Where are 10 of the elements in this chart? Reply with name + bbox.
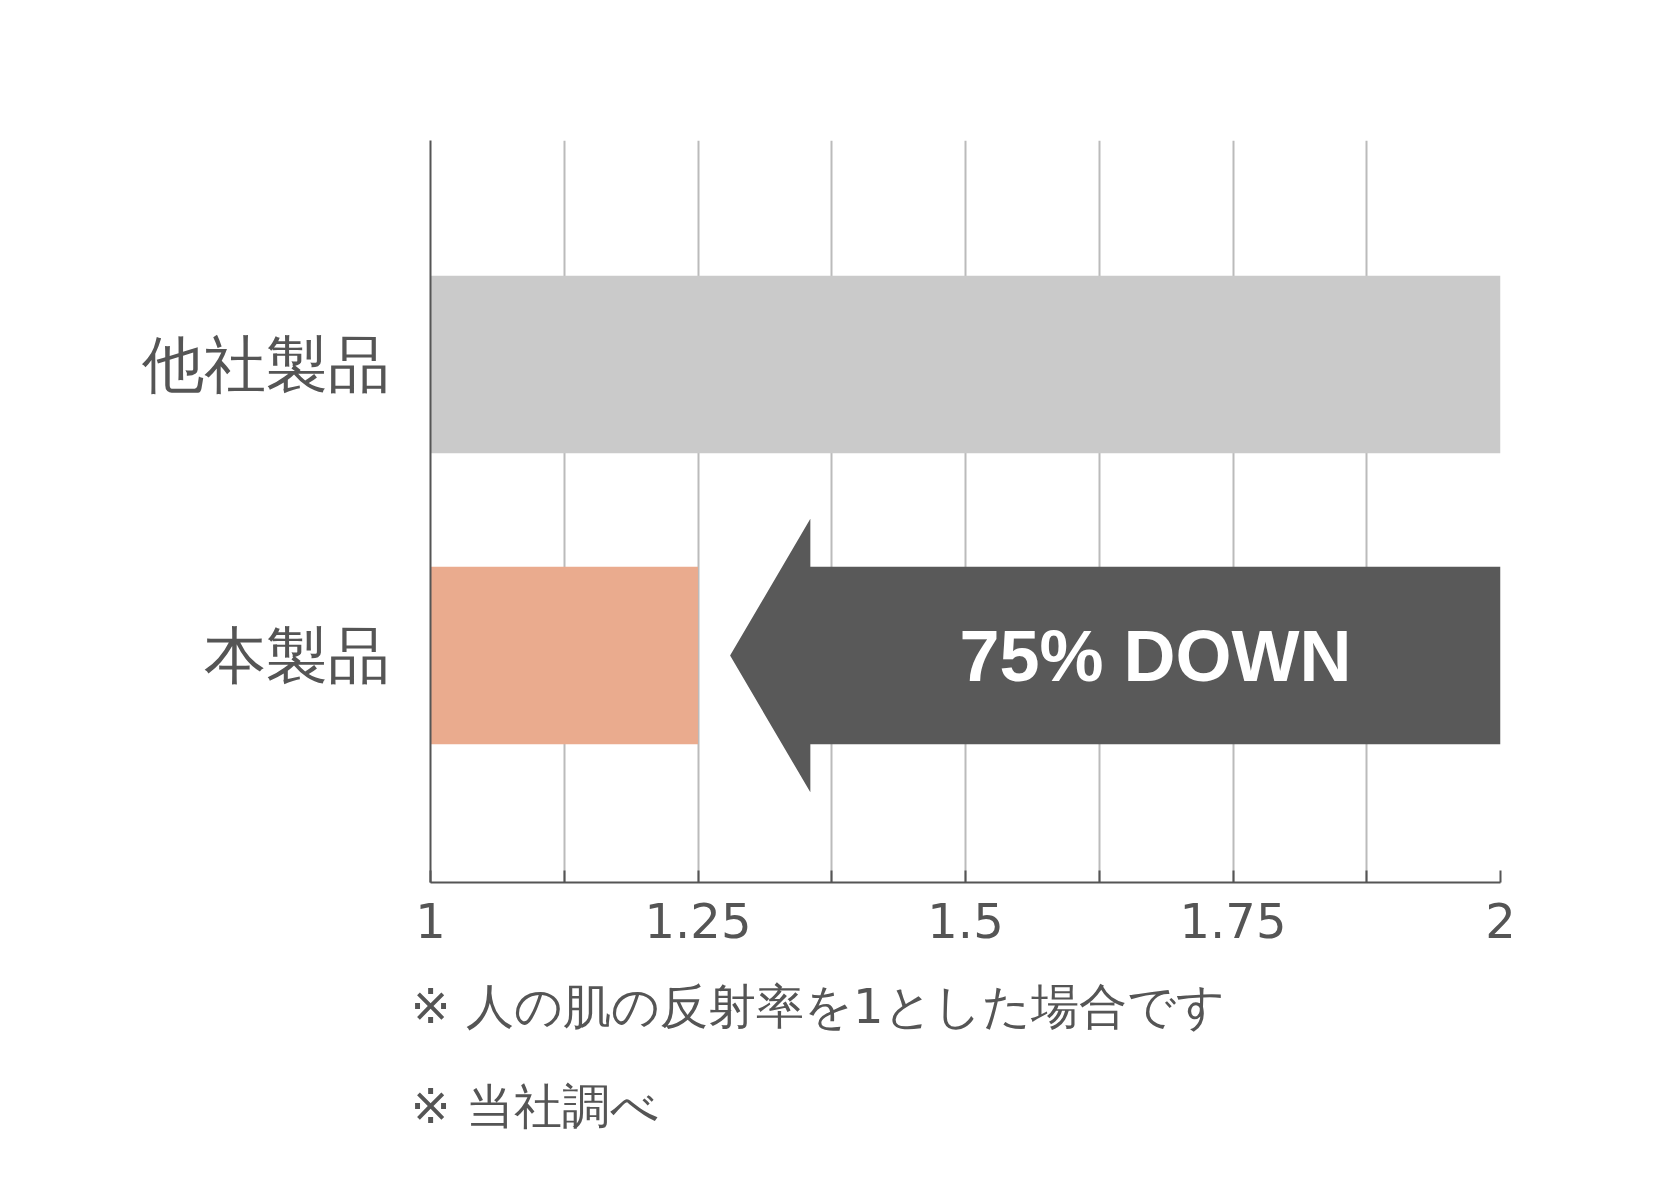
text: ※ 当社調べ (410, 1077, 659, 1134)
y-tick-label: 本製品 (203, 619, 390, 693)
annotation: 75% DOWN (959, 615, 1352, 696)
y-tick-label: 他社製品 (141, 328, 390, 402)
x-tick-label: 1.25 (644, 892, 752, 949)
x-tick-label: 1.5 (927, 892, 1004, 949)
x-tick-label: 1 (415, 892, 446, 949)
x-tick-label: 2 (1485, 892, 1516, 949)
x-tick-label: 1.75 (1179, 892, 1287, 949)
text: ※ 人の肌の反射率を1とした場合です (410, 977, 1225, 1034)
